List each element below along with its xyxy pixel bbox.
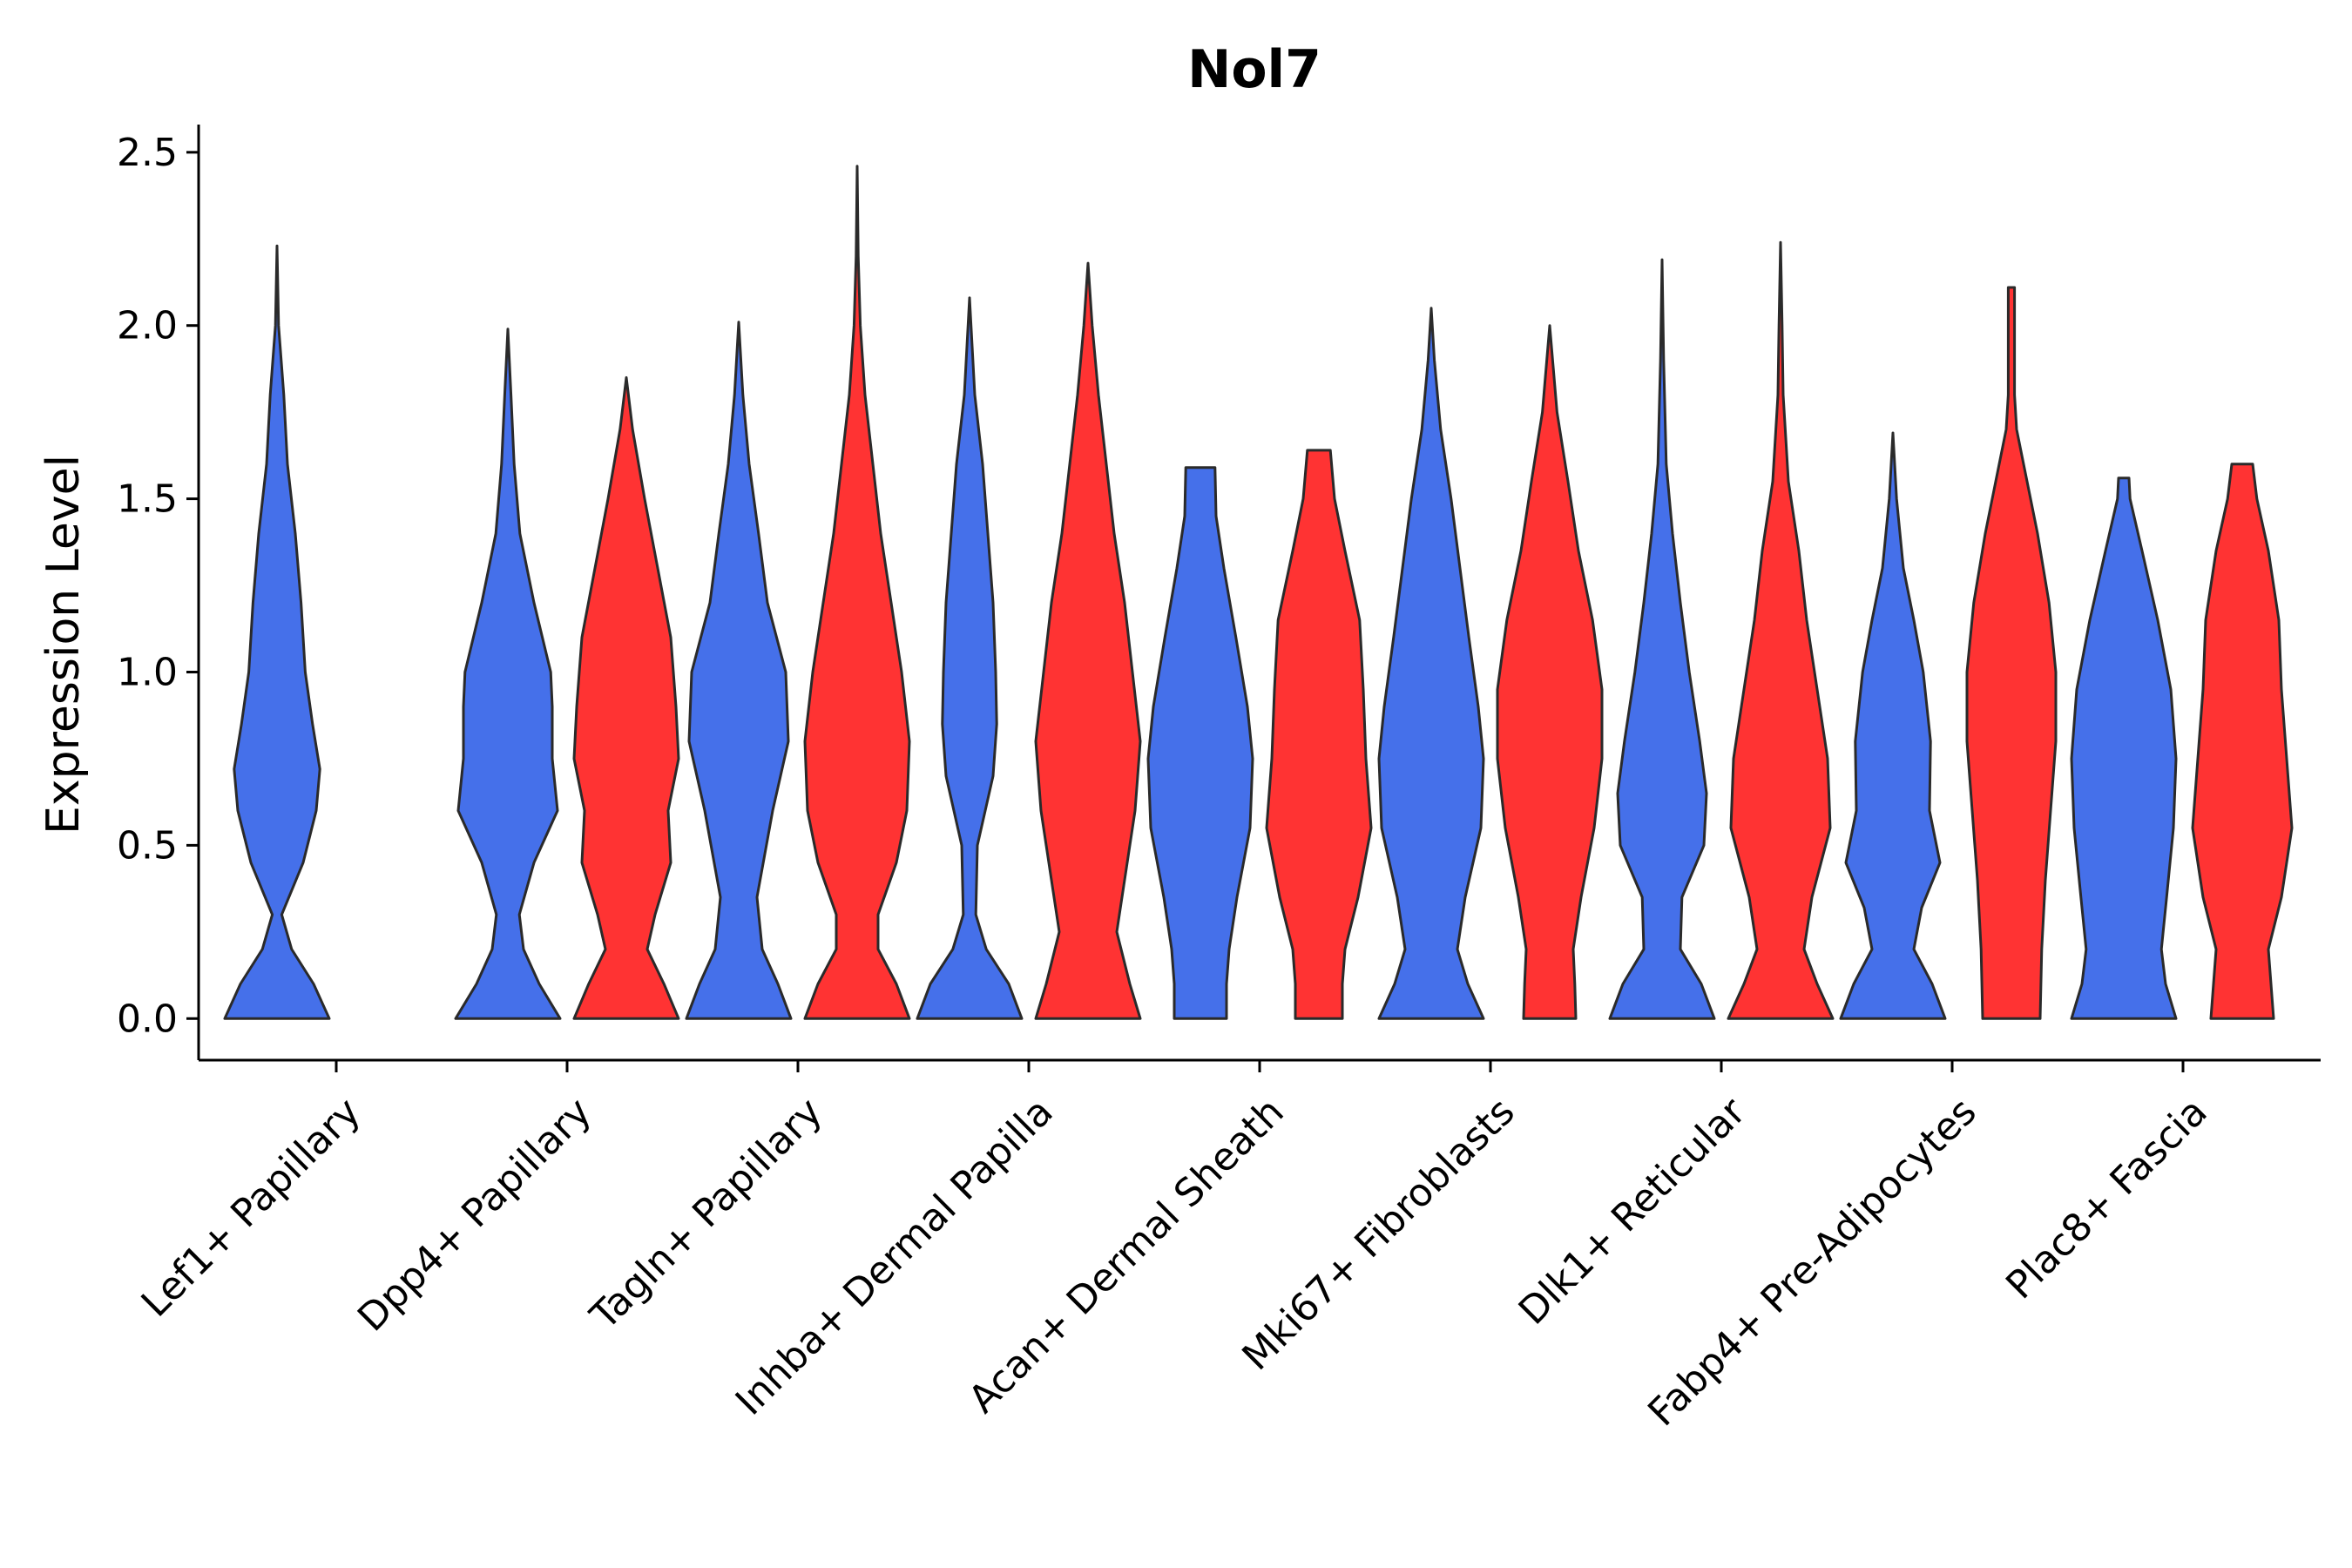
y-axis-ticks: 0.0 0.5 1.0 1.5 2.0 2.5 <box>117 131 199 1041</box>
violin-blue-1 <box>454 328 562 1020</box>
y-axis-label: Expression Level <box>37 455 90 835</box>
y-tick-label: 1.5 <box>117 477 178 522</box>
violin-red-5 <box>1496 324 1604 1020</box>
violin-red-7 <box>1965 286 2058 1020</box>
violin-red-3 <box>1034 261 1142 1020</box>
violin-blue-4 <box>1146 466 1254 1020</box>
x-category-label: Plac8+ Fascia <box>1997 1090 2216 1308</box>
violin-blue-3 <box>916 296 1024 1020</box>
violin-blue-8 <box>2070 476 2178 1020</box>
x-category-label: Tagln+ Papillary <box>582 1090 831 1339</box>
y-tick-label: 2.0 <box>117 304 178 348</box>
y-tick-label: 2.5 <box>117 131 178 175</box>
y-tick-label: 1.0 <box>117 650 178 694</box>
violin-red-2 <box>803 165 911 1020</box>
violin-blue-0 <box>223 244 331 1020</box>
violin-blue-5 <box>1377 307 1485 1020</box>
violin-blue-2 <box>685 321 793 1020</box>
violin-blue-6 <box>1608 258 1716 1020</box>
violin-blue-7 <box>1839 431 1947 1020</box>
x-category-label: Dlk1+ Reticular <box>1511 1089 1755 1334</box>
violin-red-8 <box>2191 463 2294 1020</box>
x-category-label: Lef1+ Papillary <box>133 1090 369 1326</box>
violin-group <box>223 165 2294 1020</box>
y-tick-label: 0.5 <box>117 823 178 868</box>
violin-red-6 <box>1727 240 1835 1020</box>
y-tick-label: 0.0 <box>117 997 178 1041</box>
x-category-label: Dpp4+ Papillary <box>349 1090 600 1341</box>
chart-title: Nol7 <box>1187 39 1321 100</box>
violin-red-4 <box>1265 449 1373 1020</box>
violin-red-1 <box>572 375 680 1020</box>
